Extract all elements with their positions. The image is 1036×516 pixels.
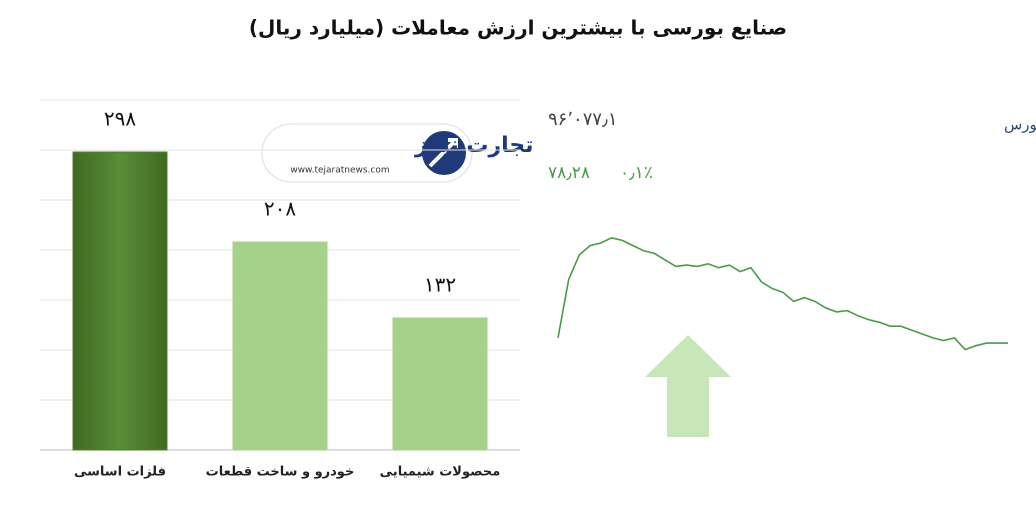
logo-url: www.tejaratnews.com bbox=[290, 166, 389, 176]
index-change: ۷۸٫۲۸ bbox=[548, 163, 590, 183]
x-tick-label: فلزات اساسی bbox=[74, 465, 166, 480]
bar bbox=[72, 151, 168, 451]
sparkline bbox=[557, 236, 1008, 351]
value-label: ۲۹۸ bbox=[104, 107, 136, 131]
logo-frame bbox=[261, 123, 473, 183]
value-label: ۱۳۲ bbox=[424, 273, 456, 297]
bar bbox=[392, 317, 488, 451]
index-name: کل بورس bbox=[1004, 116, 1036, 134]
index-value: ۹۶٬۰۷۷٫۱ bbox=[548, 109, 618, 130]
chart-title: صنایع بورسی با بیشترین ارزش معاملات (میل… bbox=[249, 16, 787, 40]
up-arrow bbox=[645, 335, 731, 437]
logo-name: تجارت نیوز bbox=[414, 133, 534, 158]
index-change-percent: ۰٫۱٪ bbox=[620, 163, 653, 183]
x-tick-label: محصولات شیمیایی bbox=[380, 465, 501, 480]
value-label: ۲۰۸ bbox=[264, 197, 296, 221]
watermark: تجارت نیوز www.tejaratnews.com bbox=[261, 123, 534, 183]
bar bbox=[232, 241, 328, 451]
logo-arrow bbox=[428, 138, 458, 168]
x-tick-label: خودرو و ساخت قطعات bbox=[206, 465, 355, 480]
